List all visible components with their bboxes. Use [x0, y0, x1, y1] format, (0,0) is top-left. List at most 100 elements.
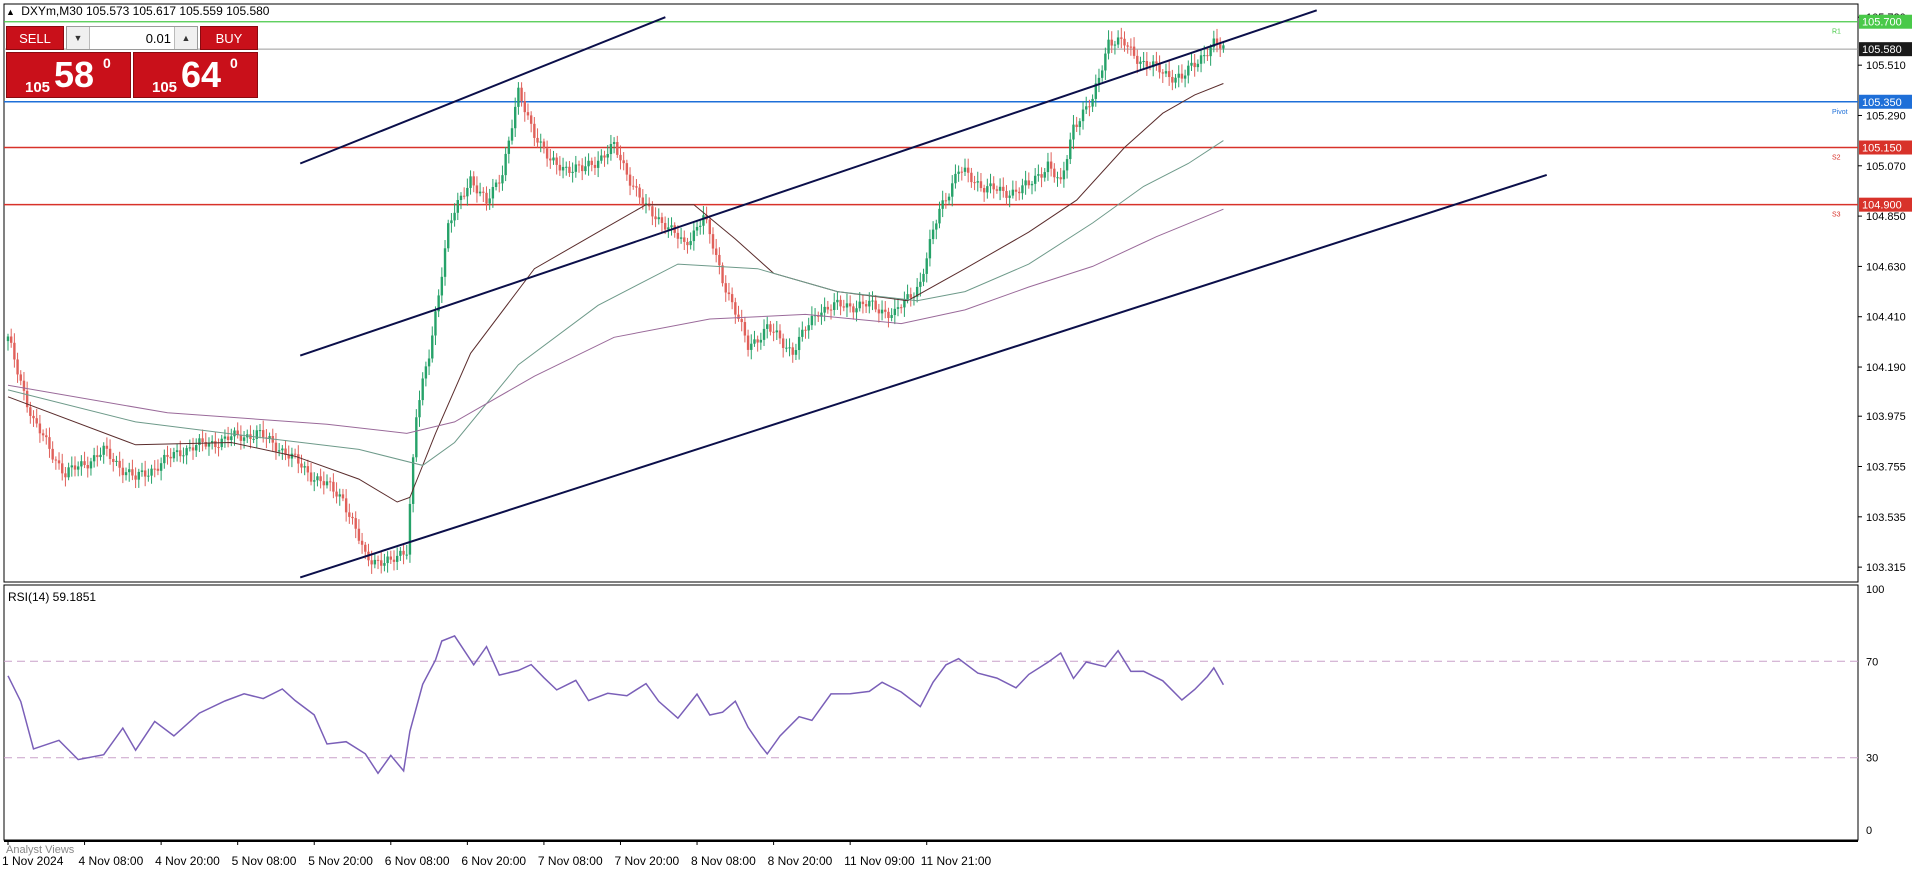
- candle: [593, 156, 597, 176]
- candle: [1021, 178, 1024, 200]
- candle: [1171, 69, 1174, 91]
- buy-price-box[interactable]: 105 64 0: [133, 52, 258, 98]
- candle: [1011, 180, 1015, 199]
- candle: [290, 447, 294, 468]
- lot-decrease-icon[interactable]: ▼: [67, 27, 90, 49]
- candle: [778, 324, 782, 345]
- y-tick-label: 103.315: [1866, 562, 1906, 574]
- y-tick-label: 104.410: [1866, 312, 1906, 324]
- candle: [51, 441, 54, 463]
- candle: [727, 282, 731, 301]
- candle: [781, 333, 785, 358]
- candle: [1161, 69, 1164, 83]
- candle: [134, 467, 137, 489]
- candle: [692, 221, 696, 251]
- price-level-label: 105.150: [1862, 142, 1902, 154]
- price-level-tag: [1859, 94, 1912, 109]
- candle: [616, 135, 619, 158]
- candle: [1030, 180, 1034, 195]
- candle: [944, 192, 948, 209]
- candle: [794, 343, 798, 361]
- x-tick-label: 6 Nov 20:00: [461, 854, 526, 868]
- candle: [721, 262, 724, 287]
- candle: [19, 370, 22, 386]
- candle: [48, 427, 51, 458]
- sell-price-box[interactable]: 105 58 0: [6, 52, 131, 98]
- candle: [1110, 31, 1113, 54]
- candle: [571, 162, 574, 183]
- candle: [99, 447, 102, 461]
- candle: [1088, 99, 1091, 117]
- candle: [427, 349, 431, 376]
- candle: [612, 137, 616, 154]
- candle: [57, 452, 61, 470]
- candle: [960, 166, 964, 181]
- candle: [16, 352, 19, 383]
- candle: [711, 227, 715, 255]
- y-tick-label: 105.070: [1866, 161, 1906, 173]
- candle: [80, 455, 83, 476]
- candle: [6, 333, 10, 351]
- candle: [83, 451, 86, 469]
- candle: [919, 272, 922, 297]
- candle: [1190, 53, 1193, 72]
- candle: [845, 293, 849, 317]
- moving-average-line: [7, 83, 1224, 503]
- candle: [143, 460, 147, 487]
- candle: [485, 186, 488, 211]
- x-tick-label: 6 Nov 08:00: [385, 854, 450, 868]
- candle: [785, 338, 788, 353]
- analyst-views-tab[interactable]: Analyst Views: [6, 844, 75, 856]
- sell-button[interactable]: SELL: [6, 26, 64, 50]
- candle: [848, 295, 852, 313]
- price-pane-frame: [3, 3, 1859, 583]
- candle: [1193, 54, 1196, 77]
- price-level-label: 105.700: [1862, 17, 1902, 29]
- lot-increase-icon[interactable]: ▲: [174, 27, 197, 49]
- x-tick-label: 11 Nov 21:00: [921, 854, 992, 868]
- rsi-pane-frame: [3, 584, 1859, 841]
- candle: [951, 175, 954, 207]
- buy-price-big: 105: [152, 79, 178, 96]
- candle: [596, 151, 600, 178]
- candle: [603, 150, 606, 167]
- candle: [1120, 27, 1123, 49]
- candle: [395, 547, 399, 570]
- collapse-triangle-icon[interactable]: ▲: [6, 7, 15, 17]
- candle: [1081, 101, 1085, 130]
- candle: [147, 468, 150, 482]
- candle: [896, 299, 900, 317]
- candle: [928, 229, 932, 267]
- x-tick-label: 8 Nov 08:00: [691, 854, 756, 868]
- candle: [555, 153, 558, 175]
- price-level-tag: [1859, 197, 1912, 212]
- candle: [1107, 30, 1110, 60]
- candle: [606, 145, 609, 165]
- candle: [277, 443, 281, 457]
- candle: [864, 299, 868, 314]
- candle: [316, 473, 319, 487]
- candle: [565, 161, 568, 176]
- candle: [341, 488, 345, 502]
- price-level-tag: [1859, 14, 1912, 29]
- candle: [861, 294, 865, 314]
- candle: [884, 301, 887, 319]
- lot-size-input[interactable]: [91, 28, 175, 48]
- candle: [137, 468, 140, 488]
- x-tick-label: 4 Nov 20:00: [155, 854, 220, 868]
- candle: [357, 519, 361, 545]
- moving-average-line: [7, 208, 1224, 434]
- candle: [453, 203, 456, 227]
- candle: [903, 291, 906, 317]
- candle: [1014, 180, 1018, 201]
- candle: [635, 179, 638, 197]
- candle: [1113, 40, 1117, 55]
- candle: [529, 111, 533, 133]
- buy-button[interactable]: BUY: [200, 26, 258, 50]
- candle: [657, 208, 660, 225]
- candle: [772, 323, 775, 342]
- candle: [313, 472, 316, 492]
- candle: [76, 461, 80, 477]
- candle: [820, 304, 823, 325]
- candle: [510, 119, 514, 145]
